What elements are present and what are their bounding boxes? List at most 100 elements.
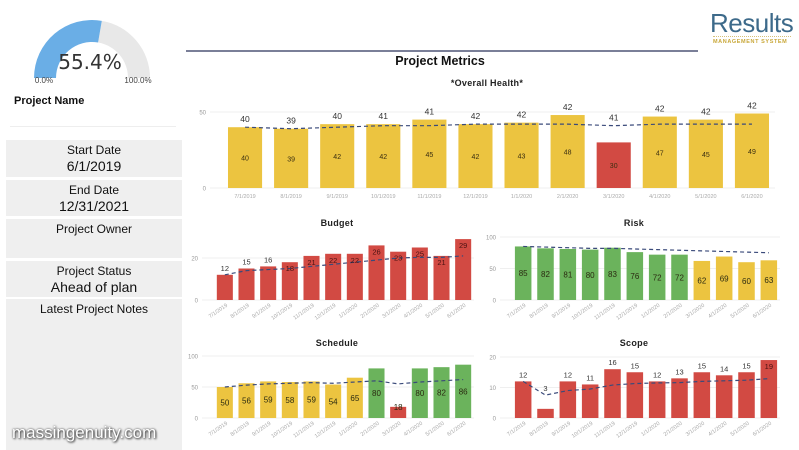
bar xyxy=(693,260,711,300)
bar-value-label: 45 xyxy=(425,152,433,159)
bar xyxy=(390,406,407,418)
x-tick-label: 11/1/2019 xyxy=(417,194,441,200)
y-tick-label: 20 xyxy=(489,356,496,362)
bar xyxy=(325,253,342,300)
x-tick-label: 2/1/2020 xyxy=(557,194,578,200)
trend-line xyxy=(224,255,464,276)
x-tick-label: 8/1/2019 xyxy=(529,303,550,320)
bar-value-label: 11 xyxy=(586,373,594,382)
bar-value-label: 45 xyxy=(702,152,710,159)
bar xyxy=(346,377,363,418)
x-tick-label: 5/1/2020 xyxy=(425,421,446,438)
chart-title: Schedule xyxy=(316,338,358,348)
bar xyxy=(688,119,723,188)
bar-value-label: 14 xyxy=(720,364,728,373)
gauge-min-label: 0.0% xyxy=(34,76,54,85)
y-tick-label: 20 xyxy=(191,257,198,263)
start-date-value: 6/1/2019 xyxy=(66,158,122,174)
bar-value-label: 16 xyxy=(264,255,272,264)
y-tick-label: 0 xyxy=(493,299,497,305)
x-tick-label: 10/1/2019 xyxy=(571,421,594,440)
end-date-card: End Date 12/31/2021 xyxy=(6,180,182,216)
bar xyxy=(238,383,255,418)
x-tick-label: 4/1/2020 xyxy=(707,303,728,320)
x-tick-label: 3/1/2020 xyxy=(685,303,706,320)
y-tick-label: 10 xyxy=(489,386,496,392)
x-tick-label: 3/1/2020 xyxy=(381,421,402,438)
bar-value-label: 29 xyxy=(459,241,467,250)
bar-value-label: 21 xyxy=(437,258,445,267)
bar-value-label: 47 xyxy=(656,150,664,157)
x-tick-label: 5/1/2020 xyxy=(695,194,716,200)
project-status-label: Project Status xyxy=(56,264,132,278)
page-title: Project Metrics xyxy=(395,54,485,68)
x-tick-label: 3/1/2020 xyxy=(685,421,706,438)
x-tick-label: 7/1/2019 xyxy=(506,303,527,320)
x-tick-label: 1/1/2020 xyxy=(511,194,532,200)
x-tick-label: 5/1/2020 xyxy=(425,303,446,320)
x-tick-label: 8/1/2019 xyxy=(280,194,301,200)
bar-value-label: 39 xyxy=(287,156,295,163)
x-tick-label: 12/1/2019 xyxy=(314,303,337,322)
bar-value-label: 42 xyxy=(472,154,480,161)
project-owner-card: Project Owner xyxy=(6,219,182,258)
x-tick-label: 12/1/2019 xyxy=(615,303,638,322)
bar xyxy=(216,274,233,300)
bar-value-label: 16 xyxy=(608,358,616,367)
x-tick-label: 6/1/2020 xyxy=(752,303,773,320)
x-tick-label: 2/1/2020 xyxy=(663,421,684,438)
bar-value-label: 22 xyxy=(329,256,337,265)
chart-budget: Budget 0 20 7/1/2019 8/1/2019 9/1/201910/1/20… xyxy=(191,218,474,322)
x-tick-label: 1/1/2020 xyxy=(338,421,359,438)
logo-divider xyxy=(713,36,791,38)
chart-title: Scope xyxy=(620,338,649,348)
trend-value-label: 42 xyxy=(517,110,527,120)
watermark: massingenuity.com xyxy=(12,423,157,442)
x-tick-label: 3/1/2020 xyxy=(381,303,402,320)
x-tick-label: 11/1/2019 xyxy=(593,421,616,440)
x-tick-label: 1/1/2020 xyxy=(640,421,661,438)
project-name-input[interactable] xyxy=(10,113,176,127)
bar-value-label: 59 xyxy=(264,396,273,405)
bar xyxy=(550,115,585,188)
bar xyxy=(303,255,320,300)
x-tick-label: 6/1/2020 xyxy=(752,421,773,438)
bar-value-label: 18 xyxy=(394,403,403,412)
bar-value-label: 80 xyxy=(372,389,381,398)
bar-value-label: 72 xyxy=(653,273,662,282)
project-name-label: Project Name xyxy=(14,95,85,107)
x-tick-label: 10/1/2019 xyxy=(270,421,293,440)
start-date-label: Start Date xyxy=(66,143,122,157)
x-tick-label: 9/1/2019 xyxy=(551,303,572,320)
bar xyxy=(671,378,688,418)
bar-value-label: 22 xyxy=(351,256,359,265)
project-notes-label: Latest Project Notes xyxy=(39,302,149,316)
bar xyxy=(368,245,385,300)
start-date-card: Start Date 6/1/2019 xyxy=(6,140,182,177)
chart-risk: Risk 0 50 100 7/1/2019 8/1/2019 9/1/201910/1/2… xyxy=(486,218,780,322)
project-notes-card: Latest Project Notes xyxy=(6,299,182,450)
y-tick-label: 0 xyxy=(195,299,199,305)
bar xyxy=(216,387,233,418)
x-tick-label: 12/1/2019 xyxy=(314,421,337,440)
y-tick-label: 50 xyxy=(199,111,206,117)
x-tick-label: 12/1/2019 xyxy=(463,194,487,200)
bar-value-label: 60 xyxy=(742,277,751,286)
x-tick-label: 8/1/2019 xyxy=(230,421,251,438)
x-tick-label: 1/1/2020 xyxy=(640,303,661,320)
bar xyxy=(514,381,532,418)
logo: Results xyxy=(710,8,794,38)
y-tick-label: 50 xyxy=(489,267,496,273)
trend-value-label: 41 xyxy=(609,113,619,123)
bar xyxy=(693,372,711,418)
x-tick-label: 5/1/2020 xyxy=(730,303,751,320)
trend-value-label: 40 xyxy=(240,114,250,124)
bar-value-label: 50 xyxy=(220,399,229,408)
bar-value-label: 82 xyxy=(437,389,446,398)
trend-value-label: 42 xyxy=(655,104,665,114)
trend-value-label: 41 xyxy=(425,107,435,117)
bar-value-label: 42 xyxy=(333,154,341,161)
x-tick-label: 2/1/2020 xyxy=(663,303,684,320)
bar-value-label: 12 xyxy=(221,264,229,273)
